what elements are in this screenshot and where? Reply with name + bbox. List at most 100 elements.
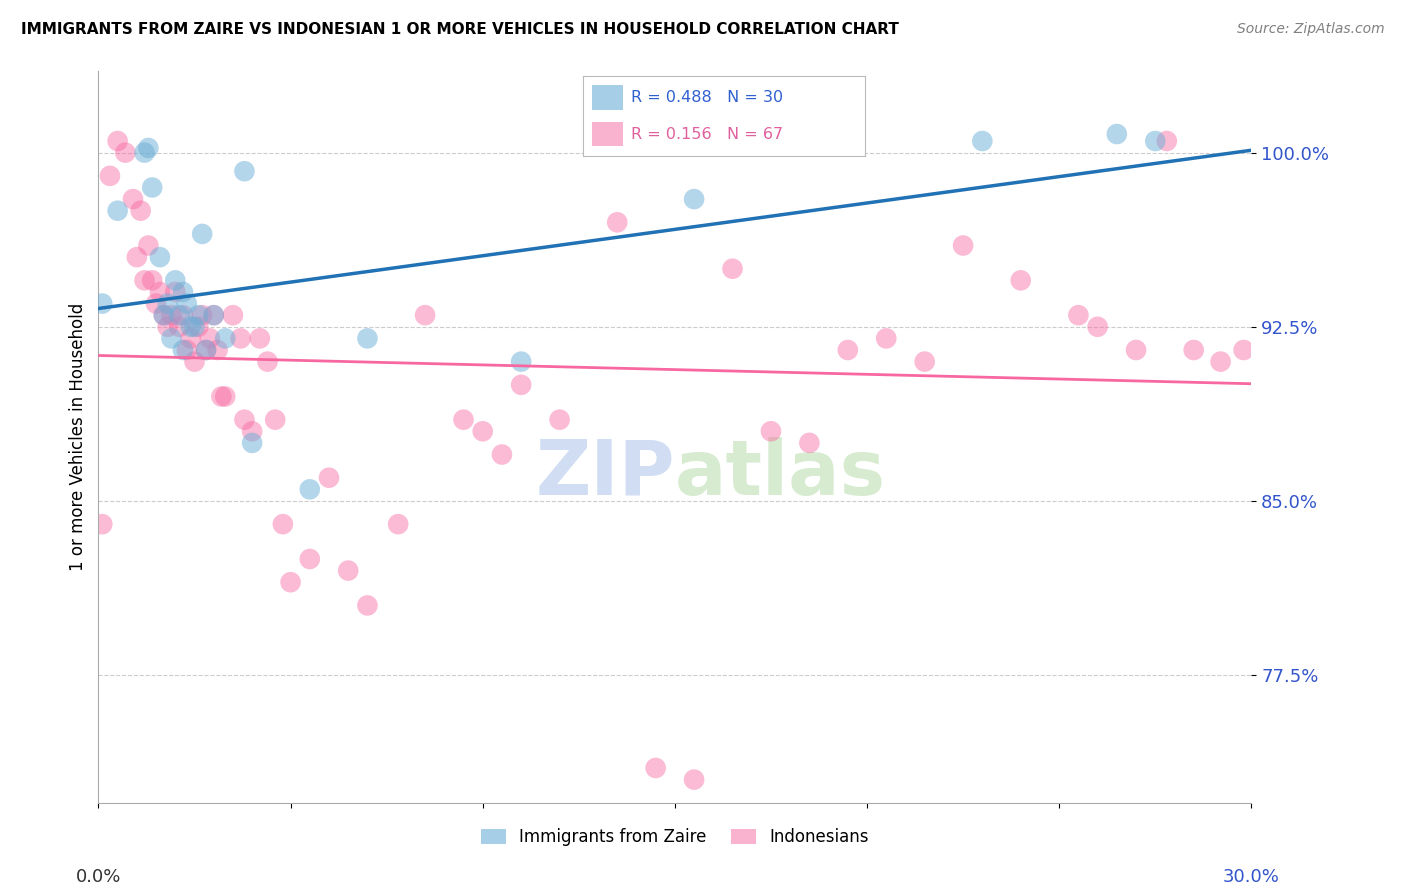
Point [165, 285, 187, 299]
Point [183, 354, 205, 368]
Point [195, 343, 218, 357]
Point [202, 308, 225, 322]
Point [271, 517, 294, 532]
Point [167, 319, 190, 334]
Point [125, 250, 148, 264]
Point [240, 436, 263, 450]
Point [837, 343, 859, 357]
Point [141, 273, 163, 287]
Point [453, 412, 475, 426]
Text: atlas: atlas [675, 437, 886, 510]
Point [167, 308, 190, 322]
Point [134, 273, 156, 287]
Point [149, 250, 172, 264]
Point [972, 134, 994, 148]
Point [222, 308, 245, 322]
Point [264, 412, 287, 426]
Point [413, 308, 436, 322]
Point [176, 343, 198, 357]
Text: R = 0.156   N = 67: R = 0.156 N = 67 [631, 127, 783, 142]
Legend: Immigrants from Zaire, Indonesians: Immigrants from Zaire, Indonesians [474, 822, 876, 853]
Point [233, 412, 256, 426]
Text: 30.0%: 30.0% [1223, 868, 1279, 886]
Point [280, 575, 302, 590]
Point [721, 261, 744, 276]
Point [156, 296, 179, 310]
Point [209, 389, 232, 403]
Point [138, 238, 160, 252]
Point [122, 192, 145, 206]
Point [134, 145, 156, 160]
Point [759, 424, 782, 438]
Point [229, 331, 252, 345]
Point [141, 180, 163, 194]
Point [1209, 354, 1232, 368]
Text: 0.0%: 0.0% [76, 868, 121, 886]
Point [152, 308, 174, 322]
Point [683, 772, 706, 787]
Point [149, 285, 172, 299]
Point [187, 319, 209, 334]
Y-axis label: 1 or more Vehicles in Household: 1 or more Vehicles in Household [69, 303, 87, 571]
Point [875, 331, 897, 345]
Point [510, 377, 533, 392]
Point [1233, 343, 1256, 357]
Point [165, 273, 187, 287]
Point [207, 343, 229, 357]
Point [1010, 273, 1032, 287]
Text: Source: ZipAtlas.com: Source: ZipAtlas.com [1237, 22, 1385, 37]
Point [799, 436, 821, 450]
Point [160, 308, 183, 322]
Point [198, 331, 221, 345]
Point [548, 412, 571, 426]
Point [172, 343, 194, 357]
Point [356, 331, 378, 345]
Point [180, 319, 202, 334]
Point [180, 331, 202, 345]
Point [202, 308, 225, 322]
Point [195, 343, 218, 357]
Point [1182, 343, 1205, 357]
Point [356, 599, 378, 613]
Bar [592, 122, 623, 146]
Point [156, 319, 179, 334]
Point [471, 424, 494, 438]
Point [214, 331, 236, 345]
Point [91, 517, 114, 532]
Text: IMMIGRANTS FROM ZAIRE VS INDONESIAN 1 OR MORE VEHICLES IN HOUSEHOLD CORRELATION : IMMIGRANTS FROM ZAIRE VS INDONESIAN 1 OR… [21, 22, 898, 37]
Point [1105, 127, 1128, 141]
Point [1067, 308, 1090, 322]
Point [1125, 343, 1147, 357]
Point [683, 192, 706, 206]
Point [160, 331, 183, 345]
Point [176, 296, 198, 310]
Point [1156, 134, 1178, 148]
Point [606, 215, 628, 229]
Point [107, 134, 129, 148]
Point [337, 564, 360, 578]
Point [191, 308, 214, 322]
Point [114, 145, 136, 160]
Text: ZIP: ZIP [536, 437, 675, 510]
Point [298, 552, 321, 566]
Point [914, 354, 936, 368]
Point [152, 308, 174, 322]
Point [129, 203, 152, 218]
Point [1144, 134, 1167, 148]
Point [233, 164, 256, 178]
Point [510, 354, 533, 368]
Point [172, 308, 194, 322]
Point [145, 296, 167, 310]
Point [256, 354, 278, 368]
Point [98, 169, 121, 183]
Point [952, 238, 974, 252]
Point [387, 517, 409, 532]
Point [107, 203, 129, 218]
Point [214, 389, 236, 403]
Point [240, 424, 263, 438]
Point [644, 761, 666, 775]
Point [172, 285, 194, 299]
Point [138, 141, 160, 155]
Point [1087, 319, 1109, 334]
Point [187, 308, 209, 322]
